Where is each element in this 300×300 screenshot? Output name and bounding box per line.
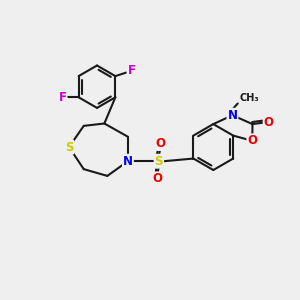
- Text: O: O: [264, 116, 274, 129]
- Text: N: N: [123, 155, 133, 168]
- Text: N: N: [227, 109, 237, 122]
- Text: F: F: [128, 64, 136, 77]
- Text: O: O: [155, 137, 165, 150]
- Text: O: O: [152, 172, 162, 185]
- Text: S: S: [154, 155, 163, 168]
- Text: CH₃: CH₃: [239, 93, 259, 103]
- Text: F: F: [58, 91, 66, 104]
- Text: O: O: [247, 134, 257, 147]
- Text: S: S: [65, 141, 73, 154]
